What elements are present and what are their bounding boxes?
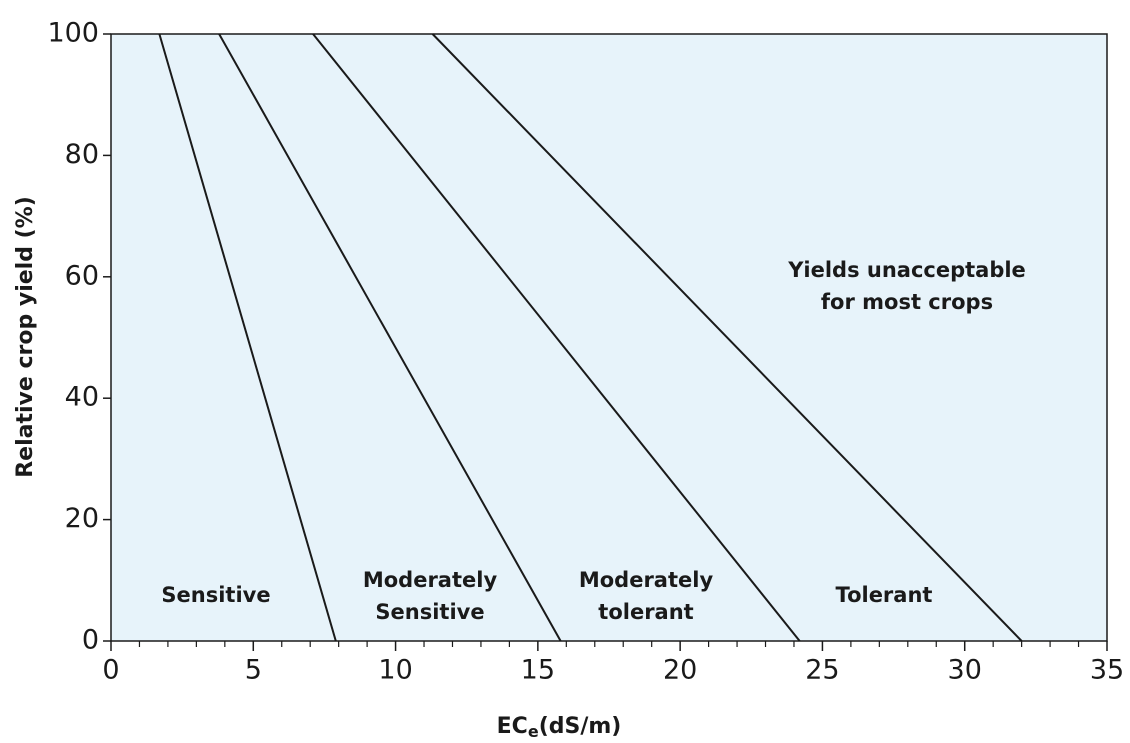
line-series <box>312 33 801 642</box>
line-series <box>218 33 562 642</box>
y-tick-label: 80 <box>65 139 99 170</box>
x-tick-label: 5 <box>245 655 262 686</box>
x-tick-label: 15 <box>521 655 555 686</box>
x-axis-label-main: EC <box>497 714 528 739</box>
x-tick-label: 0 <box>102 655 119 686</box>
x-tick-label: 30 <box>948 655 982 686</box>
x-axis-label-unit: (dS/m) <box>539 714 622 739</box>
line-series <box>431 33 1023 642</box>
y-axis-label: Relative crop yield (%) <box>13 196 38 478</box>
annotation: Moderately <box>363 568 498 592</box>
annotation: Sensitive <box>161 583 270 607</box>
line-series <box>158 33 337 642</box>
y-tick-label: 60 <box>65 260 99 291</box>
x-axis-label-subscript: e <box>528 722 539 741</box>
annotation: for most crops <box>821 290 993 314</box>
x-tick-label: 10 <box>378 655 412 686</box>
x-axis-label: ECe(dS/m) <box>497 714 622 741</box>
x-tick-label: 25 <box>805 655 839 686</box>
annotation: Tolerant <box>836 583 933 607</box>
y-tick-label: 40 <box>65 382 99 413</box>
annotation: tolerant <box>598 600 693 624</box>
plot-background <box>110 33 1108 642</box>
annotation: Moderately <box>579 568 714 592</box>
annotation: Yields unacceptable <box>787 258 1026 282</box>
x-tick-label: 35 <box>1090 655 1124 686</box>
y-tick-label: 0 <box>82 625 99 656</box>
y-tick-label: 100 <box>47 18 99 49</box>
annotation: Sensitive <box>375 600 484 624</box>
y-tick-label: 20 <box>65 503 99 534</box>
x-tick-label: 20 <box>663 655 697 686</box>
